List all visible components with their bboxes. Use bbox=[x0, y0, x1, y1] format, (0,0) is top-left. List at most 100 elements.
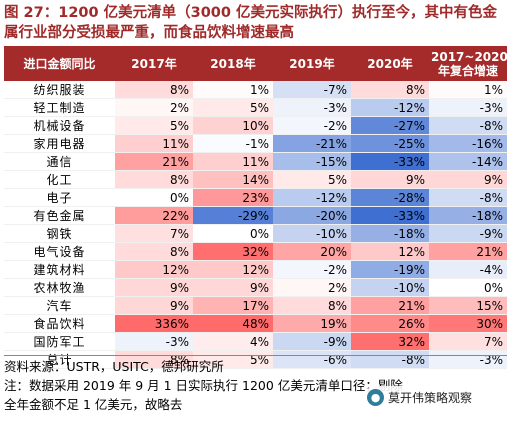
row-label: 化工 bbox=[4, 170, 115, 189]
header-cell: 进口金额同比 bbox=[4, 46, 115, 81]
chart-title: 图 27：1200 亿美元清单（3000 亿美元实际执行）执行至今，其中有色金属… bbox=[4, 5, 498, 41]
row-label: 电气设备 bbox=[4, 242, 115, 261]
value-cell: -29% bbox=[193, 206, 273, 225]
value-cell: 14% bbox=[193, 170, 273, 189]
header-cell: 2019年 bbox=[273, 46, 351, 81]
value-cell: 11% bbox=[193, 152, 273, 171]
table-row: 电气设备 8% 32% 20% 12% 21% bbox=[4, 242, 507, 261]
value-cell: -3% bbox=[429, 98, 507, 117]
row-label: 电子 bbox=[4, 188, 115, 207]
value-cell: -14% bbox=[429, 152, 507, 171]
table-row: 通信 21% 11% -15% -33% -14% bbox=[4, 152, 507, 171]
value-cell: 8% bbox=[115, 81, 193, 99]
table-row: 农林牧渔 9% 9% 2% -10% 0% bbox=[4, 278, 507, 297]
table-row: 有色金属 22% -29% -20% -33% -18% bbox=[4, 206, 507, 225]
value-cell: -1% bbox=[193, 134, 273, 153]
value-cell: -16% bbox=[429, 134, 507, 153]
value-cell: 2% bbox=[115, 98, 193, 117]
table-row: 轻工制造 2% 5% -3% -12% -3% bbox=[4, 98, 507, 117]
value-cell: -6% bbox=[273, 350, 351, 369]
value-cell: 23% bbox=[193, 188, 273, 207]
value-cell: -7% bbox=[273, 81, 351, 99]
value-cell: 11% bbox=[115, 134, 193, 153]
table-row: 机械设备 5% 10% -2% -27% -8% bbox=[4, 116, 507, 135]
row-label: 钢铁 bbox=[4, 224, 115, 243]
value-cell: -28% bbox=[351, 188, 429, 207]
value-cell: 12% bbox=[193, 260, 273, 279]
value-cell: 5% bbox=[115, 116, 193, 135]
value-cell: 22% bbox=[115, 206, 193, 225]
value-cell: 4% bbox=[193, 332, 273, 351]
table-body: 纺织服装 8% 1% -7% 8% 1% 轻工制造 2% 5% -3% -12% -3% 机械设备 5% 1… bbox=[4, 81, 507, 369]
value-cell: 9% bbox=[429, 170, 507, 189]
value-cell: 26% bbox=[351, 314, 429, 333]
watermark-text: 莫开伟策略观察 bbox=[388, 390, 473, 405]
value-cell: 48% bbox=[193, 314, 273, 333]
table-row: 电子 0% 23% -12% -28% -8% bbox=[4, 188, 507, 207]
value-cell: -3% bbox=[429, 350, 507, 369]
table-row: 建筑材料 12% 12% -2% -19% -4% bbox=[4, 260, 507, 279]
value-cell: -18% bbox=[429, 206, 507, 225]
value-cell: 8% bbox=[115, 170, 193, 189]
value-cell: 5% bbox=[193, 98, 273, 117]
table-row: 总计 8% 5% -6% -8% -3% bbox=[4, 350, 507, 369]
value-cell: 8% bbox=[115, 242, 193, 261]
value-cell: 21% bbox=[351, 296, 429, 315]
value-cell: 15% bbox=[429, 296, 507, 315]
header-cell: 2020年 bbox=[351, 46, 429, 81]
row-label: 食品饮料 bbox=[4, 314, 115, 333]
wechat-icon: ● bbox=[367, 388, 384, 406]
value-cell: 7% bbox=[115, 224, 193, 243]
value-cell: 1% bbox=[193, 81, 273, 99]
value-cell: 7% bbox=[429, 332, 507, 351]
value-cell: -8% bbox=[351, 350, 429, 369]
row-label: 建筑材料 bbox=[4, 260, 115, 279]
value-cell: 336% bbox=[115, 314, 193, 333]
value-cell: 12% bbox=[115, 260, 193, 279]
value-cell: -27% bbox=[351, 116, 429, 135]
row-label: 国防军工 bbox=[4, 332, 115, 351]
value-cell: 12% bbox=[351, 242, 429, 261]
value-cell: -18% bbox=[351, 224, 429, 243]
table-row: 国防军工 -3% 4% -9% 32% 7% bbox=[4, 332, 507, 351]
source-note: 资料来源：USTR，USITC，德邦研究所 bbox=[4, 359, 224, 374]
value-cell: -25% bbox=[351, 134, 429, 153]
table-row: 钢铁 7% 0% -10% -18% -9% bbox=[4, 224, 507, 243]
value-cell: 9% bbox=[115, 278, 193, 297]
footnote-line-2: 全年金额不足 1 亿美元，故略去 bbox=[4, 397, 183, 412]
value-cell: -9% bbox=[429, 224, 507, 243]
header-cell: 2017~2020年复合增速 bbox=[429, 46, 508, 81]
table-row: 家用电器 11% -1% -21% -25% -16% bbox=[4, 134, 507, 153]
value-cell: 0% bbox=[429, 278, 507, 297]
value-cell: -19% bbox=[351, 260, 429, 279]
value-cell: 9% bbox=[193, 278, 273, 297]
value-cell: 17% bbox=[193, 296, 273, 315]
value-cell: 1% bbox=[429, 81, 507, 99]
value-cell: -9% bbox=[273, 332, 351, 351]
divider bbox=[4, 355, 507, 356]
row-label: 通信 bbox=[4, 152, 115, 171]
value-cell: -8% bbox=[429, 188, 507, 207]
row-label: 汽车 bbox=[4, 296, 115, 315]
watermark-badge: ● 莫开伟策略观察 bbox=[364, 386, 481, 408]
value-cell: -4% bbox=[429, 260, 507, 279]
value-cell: -8% bbox=[429, 116, 507, 135]
header-cell: 2017年 bbox=[115, 46, 193, 81]
table-header-row: 进口金额同比 2017年 2018年 2019年 2020年 2017~2020… bbox=[4, 46, 508, 81]
value-cell: 2% bbox=[273, 278, 351, 297]
value-cell: 0% bbox=[193, 224, 273, 243]
value-cell: 8% bbox=[273, 296, 351, 315]
row-label: 机械设备 bbox=[4, 116, 115, 135]
value-cell: -2% bbox=[273, 116, 351, 135]
row-label: 轻工制造 bbox=[4, 98, 115, 117]
value-cell: 9% bbox=[351, 170, 429, 189]
value-cell: 8% bbox=[351, 81, 429, 99]
value-cell: 5% bbox=[273, 170, 351, 189]
value-cell: 21% bbox=[429, 242, 507, 261]
value-cell: -15% bbox=[273, 152, 351, 171]
table-row: 纺织服装 8% 1% -7% 8% 1% bbox=[4, 81, 507, 99]
value-cell: -12% bbox=[351, 98, 429, 117]
footnote-line-1: 注：数据采用 2019 年 9 月 1 日实际执行 1200 亿美元清单口径；剔… bbox=[4, 378, 403, 393]
value-cell: 32% bbox=[351, 332, 429, 351]
value-cell: 10% bbox=[193, 116, 273, 135]
